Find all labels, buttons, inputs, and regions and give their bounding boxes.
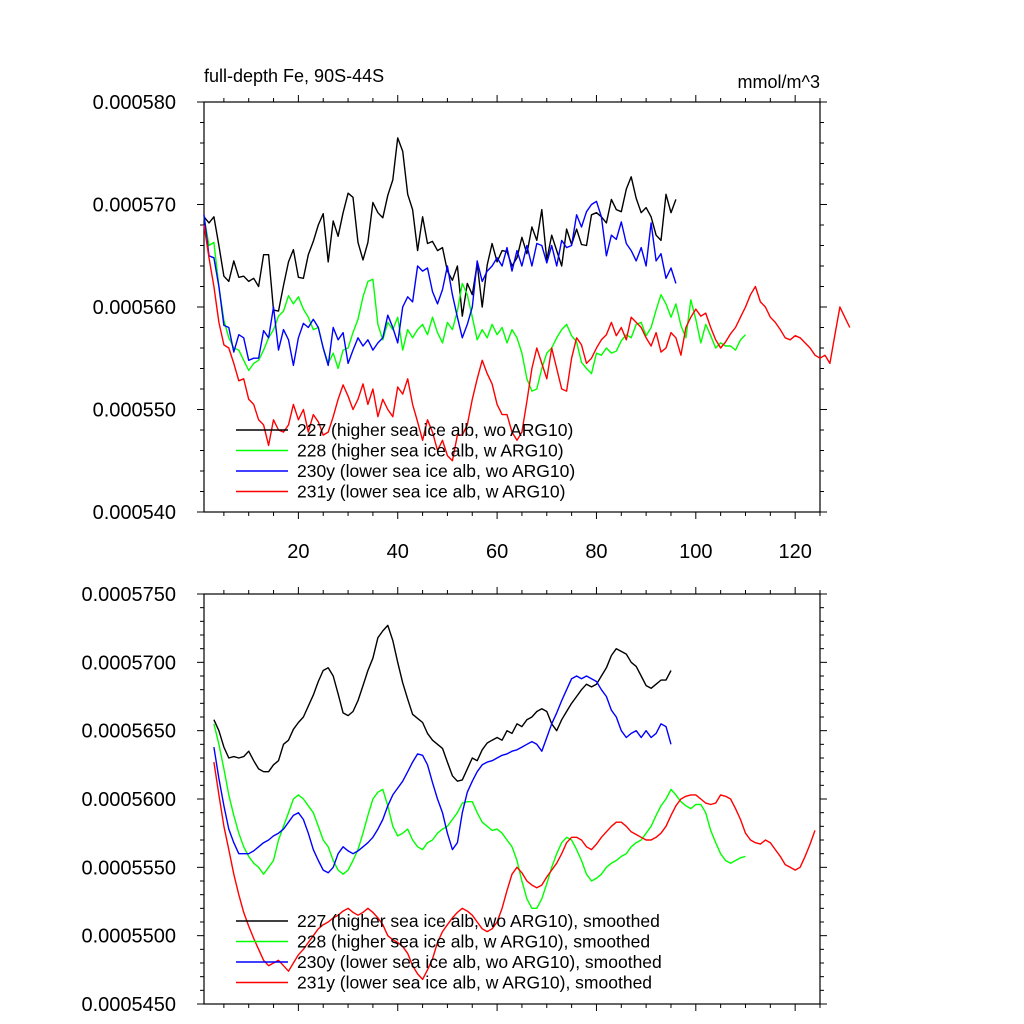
x-tick-label: 100 (679, 541, 712, 563)
y-tick-label: 0.0005500 (81, 926, 176, 948)
y-tick-label: 0.000570 (93, 195, 176, 217)
units-label: mmol/m^3 (738, 72, 820, 92)
series-line-2 (213, 723, 746, 909)
legend-label: 230y (lower sea ice alb, wo ARG10), smoo… (297, 952, 662, 972)
y-tick-label: 0.000540 (93, 502, 176, 524)
y-tick-label: 0.0005550 (81, 857, 176, 879)
legend-label: 231y (lower sea ice alb, w ARG10), smoot… (297, 973, 652, 993)
chart-title: full-depth Fe, 90S-44S (204, 66, 384, 86)
y-tick-label: 0.0005750 (81, 584, 176, 606)
legend-label: 228 (higher sea ice alb, w ARG10), smoot… (297, 932, 650, 952)
x-tick-label: 80 (585, 541, 607, 563)
y-tick-label: 0.000550 (93, 400, 176, 422)
series-line-2 (203, 216, 746, 392)
y-tick-label: 0.0005600 (81, 789, 176, 811)
series-line-1 (213, 624, 672, 782)
legend-label: 231y (lower sea ice alb, w ARG10) (297, 482, 565, 502)
x-tick-label: 120 (778, 541, 811, 563)
legend-label: 228 (higher sea ice alb, w ARG10) (297, 441, 564, 461)
x-tick-label: 20 (287, 541, 309, 563)
x-tick-label: 40 (387, 541, 409, 563)
y-tick-label: 0.0005650 (81, 721, 176, 743)
y-tick-label: 0.000560 (93, 297, 176, 319)
legend-label: 227 (higher sea ice alb, wo ARG10), smoo… (297, 911, 660, 931)
x-tick-label: 60 (486, 541, 508, 563)
series-line-1 (203, 137, 677, 317)
bottom-panel: 0.0005450 0.0005500 0.0005550 0.0005600 0.00… (81, 584, 827, 1016)
y-tick-label: 0.0005700 (81, 652, 176, 674)
top-panel: full-depth Fe, 90S-44S mmol/m^3 0.000540 0.… (93, 66, 851, 563)
series-line-3 (213, 675, 672, 874)
series-line-4 (213, 761, 816, 981)
series-line-4 (203, 224, 851, 462)
legend-label: 230y (lower sea ice alb, wo ARG10) (297, 461, 575, 481)
y-tick-label: 0.000580 (93, 92, 176, 114)
legend-label: 227 (higher sea ice alb, wo ARG10) (297, 420, 573, 440)
y-tick-label: 0.0005450 (81, 994, 176, 1016)
series-line-3 (203, 200, 677, 367)
